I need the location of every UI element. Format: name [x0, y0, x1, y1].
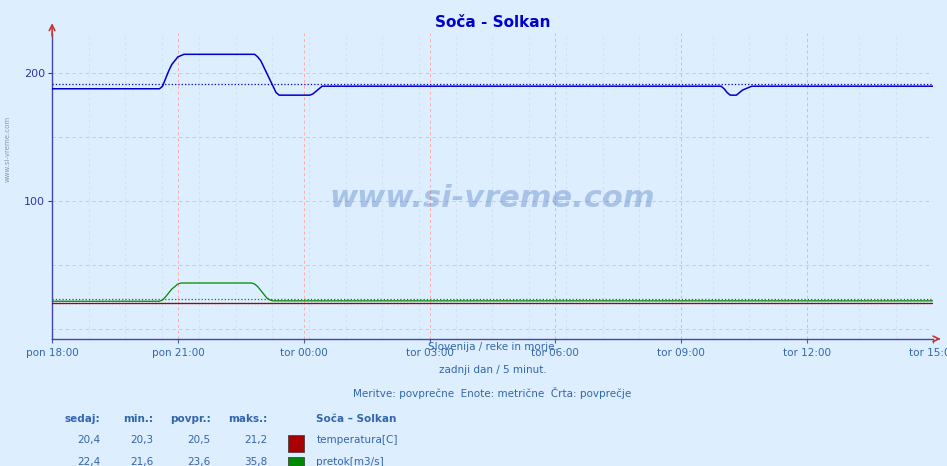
Text: www.si-vreme.com: www.si-vreme.com [5, 116, 10, 182]
Text: pretok[m3/s]: pretok[m3/s] [316, 457, 384, 466]
Text: 20,3: 20,3 [131, 435, 153, 445]
Text: www.si-vreme.com: www.si-vreme.com [330, 184, 655, 212]
Text: 35,8: 35,8 [244, 457, 268, 466]
Text: 22,4: 22,4 [78, 457, 100, 466]
Text: Slovenija / reke in morje.: Slovenija / reke in morje. [427, 343, 558, 352]
Text: Meritve: povprečne  Enote: metrične  Črta: povprečje: Meritve: povprečne Enote: metrične Črta:… [353, 387, 632, 399]
Text: maks.:: maks.: [228, 414, 268, 424]
Title: Soča - Solkan: Soča - Solkan [435, 15, 550, 30]
Text: 20,4: 20,4 [78, 435, 100, 445]
Text: zadnji dan / 5 minut.: zadnji dan / 5 minut. [438, 365, 546, 375]
Text: povpr.:: povpr.: [170, 414, 210, 424]
Text: 21,2: 21,2 [244, 435, 268, 445]
Text: 23,6: 23,6 [188, 457, 210, 466]
Text: sedaj:: sedaj: [65, 414, 100, 424]
Text: 20,5: 20,5 [188, 435, 210, 445]
Text: temperatura[C]: temperatura[C] [316, 435, 398, 445]
Bar [288, 457, 304, 466]
Bar [288, 435, 304, 452]
Text: min.:: min.: [123, 414, 153, 424]
Text: 21,6: 21,6 [130, 457, 153, 466]
Text: Soča – Solkan: Soča – Solkan [316, 414, 397, 424]
